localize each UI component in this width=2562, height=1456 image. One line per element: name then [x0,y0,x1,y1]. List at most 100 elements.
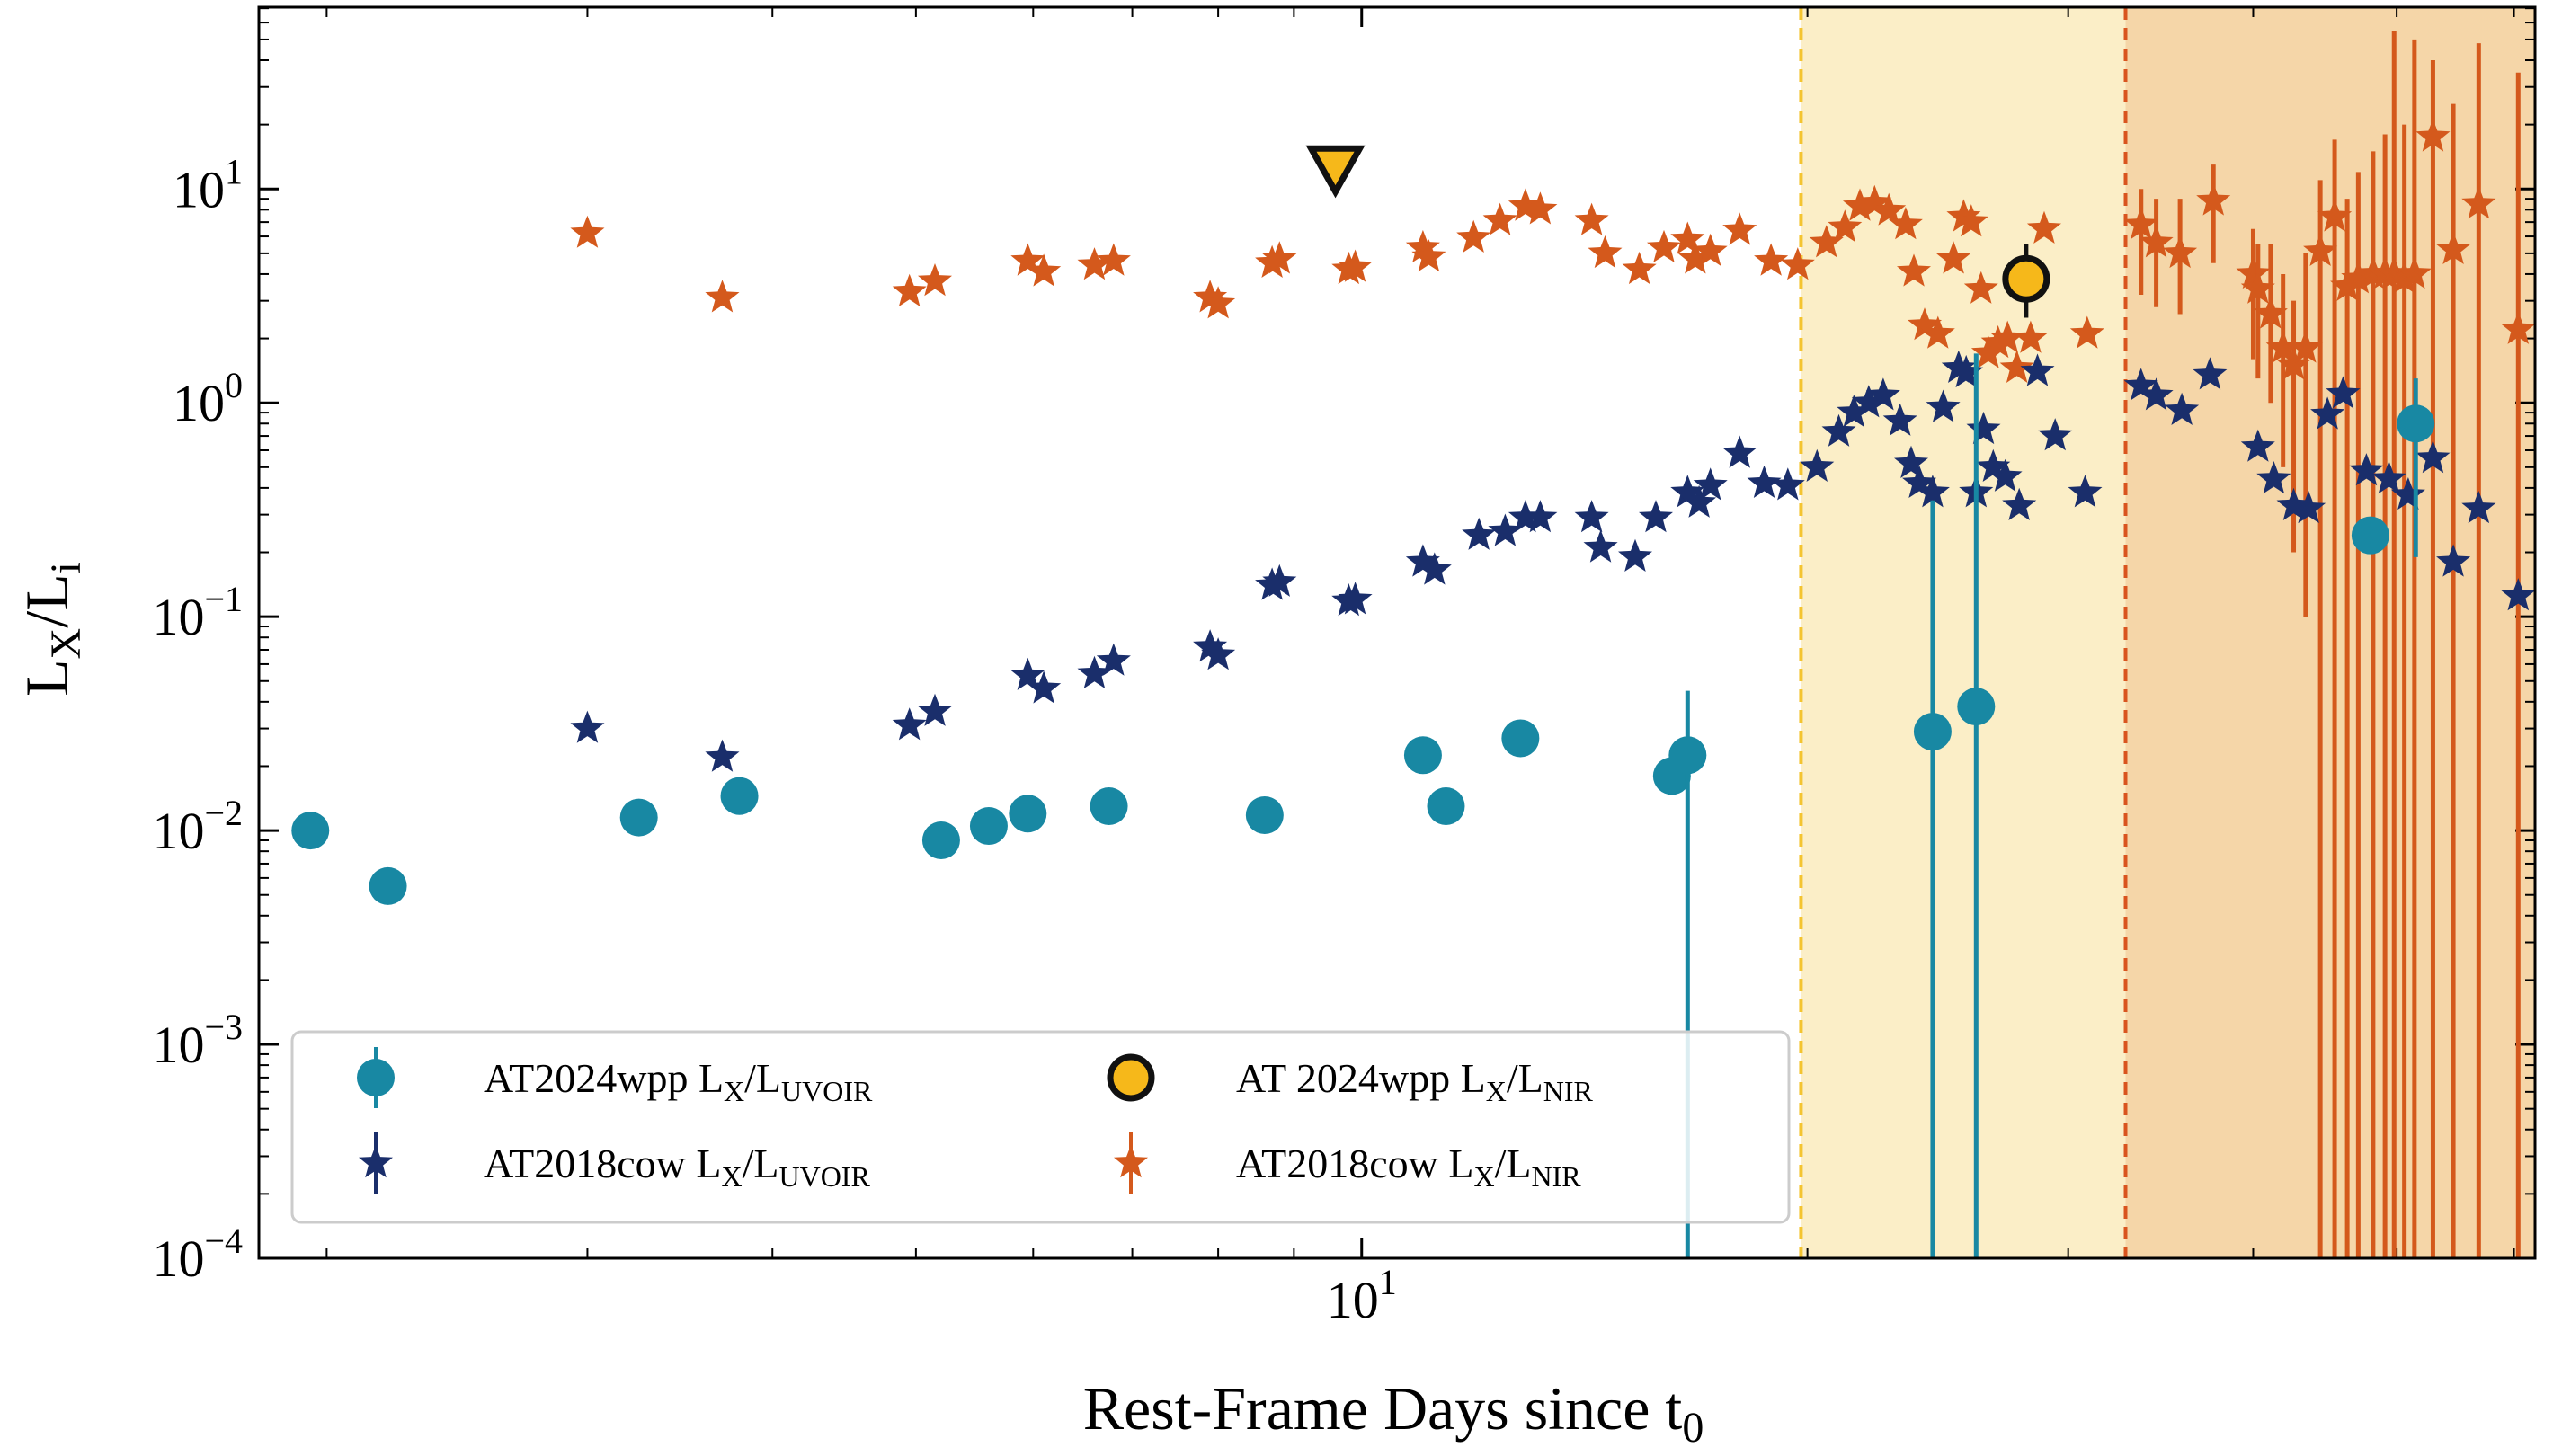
data-point-circle [969,807,1008,846]
y-tick-label: 10−1 [152,579,243,646]
data-point-star [1897,253,1931,287]
data-point-star [1843,188,1877,221]
data-point-star [1990,320,2025,353]
data-point-star [2069,315,2104,349]
data-point-star [2501,578,2536,611]
legend-marker-star [1114,1145,1148,1178]
legend-label-cow-uvoir: AT2018cow LX/LUVOIR [484,1141,870,1193]
data-point-star [1865,377,1900,411]
data-point-star [2371,461,2406,494]
data-point-star [1722,435,1757,468]
data-point-star [892,273,927,306]
data-point-star [2349,453,2384,486]
data-point-star [1574,500,1609,533]
data-point-star [1508,500,1543,533]
data-point-star [1096,643,1131,676]
data-point-star [1851,385,1886,418]
data-point-star [2461,491,2496,524]
data-point-star [1966,411,2001,445]
data-point-star [2123,368,2158,401]
data-point-star [1411,239,1446,272]
data-point-star [1809,225,1844,258]
data-point-star [2026,210,2061,244]
data-point-circle [1245,795,1284,834]
data-point-star [2317,199,2353,232]
data-point-star [1915,475,1950,508]
x-tick-label: 101 [1327,1262,1397,1329]
data-point-star [2068,475,2103,508]
data-point-star [2020,353,2055,386]
series-0 [291,353,2435,1258]
data-point-star [1882,403,1917,436]
data-point-circle [1957,688,1996,726]
data-point-star [1941,350,1976,383]
legend-entry-wpp-uvoir: AT2024wpp LX/LUVOIR [357,1047,873,1108]
tick-labels: 101 100 10−1 10−2 10−3 10−4 101 [152,151,1396,1329]
data-point-star [1255,244,1290,278]
data-point-star [1837,395,1872,428]
data-point-star [1618,538,1652,572]
data-point-circle [369,866,407,905]
data-point-star [918,263,952,297]
data-point-star [1523,191,1558,225]
legend-label-wpp-uvoir: AT2024wpp LX/LUVOIR [484,1055,873,1107]
data-point-star [1622,251,1657,285]
data-point-star [2139,377,2174,411]
data-point-star [1999,350,2034,383]
data-point-circle [1913,713,1952,751]
data-point-star [1677,241,1712,274]
data-series [291,31,2536,1258]
data-point-star [1693,467,1728,501]
data-point-circle [1403,736,1442,775]
data-point-star [1583,529,1618,563]
data-point-star [1754,243,1789,276]
y-tick-label: 10−4 [152,1221,243,1288]
data-point-star [2436,231,2471,264]
data-point-star [1780,247,1815,280]
data-point-star [1262,241,1297,274]
data-point-star [1682,484,1717,518]
data-point-star [1010,657,1045,690]
data-point-star [2415,119,2451,152]
data-point-star [892,707,927,741]
data-point-star [1338,582,1373,615]
data-point-star [2326,376,2361,409]
y-tick-label: 101 [173,151,243,218]
data-point-circle [619,798,658,837]
data-point-star [2330,268,2365,301]
y-tick-label: 100 [173,365,243,432]
data-point-star [1902,465,1937,498]
legend-marker-outlined-circle [1107,1053,1155,1102]
data-point-star [2163,235,2198,269]
legend-label-wpp-nir: AT 2024wpp LX/LNIR [1236,1055,1593,1107]
data-point-star [1077,247,1112,280]
data-point-star [570,215,605,248]
data-point-star [1096,243,1131,276]
phase-regions [1799,7,2535,1258]
data-point-star [2240,429,2275,462]
legend-entry-cow-nir: AT2018cow LX/LNIR [1114,1132,1581,1194]
data-point-star [1027,253,1062,287]
data-point-star [1936,241,1971,274]
legend-label-cow-nir: AT2018cow LX/LNIR [1236,1141,1581,1193]
data-point-star [1857,184,1892,218]
data-point-star [1262,564,1297,597]
data-point-star [705,739,740,772]
data-point-circle [720,777,759,815]
data-point-star [1722,212,1757,245]
y-axis-title: LX/Li [13,562,90,697]
data-point-star [1193,280,1228,313]
data-point-star [1193,629,1228,662]
data-point-star [1821,413,1856,447]
data-point-star [1588,235,1623,269]
data-point-circle [291,812,330,850]
data-point-star [1523,500,1558,533]
data-point-star [2288,330,2323,363]
data-point-star [2002,487,2037,520]
legend-box [290,1030,1791,1224]
x-axis-title: Rest-Frame Days since t0 [1083,1374,1704,1452]
data-point-star [2461,186,2496,219]
data-point-star [2436,544,2471,577]
data-point-star [2038,418,2073,451]
data-point-star [2193,357,2228,390]
